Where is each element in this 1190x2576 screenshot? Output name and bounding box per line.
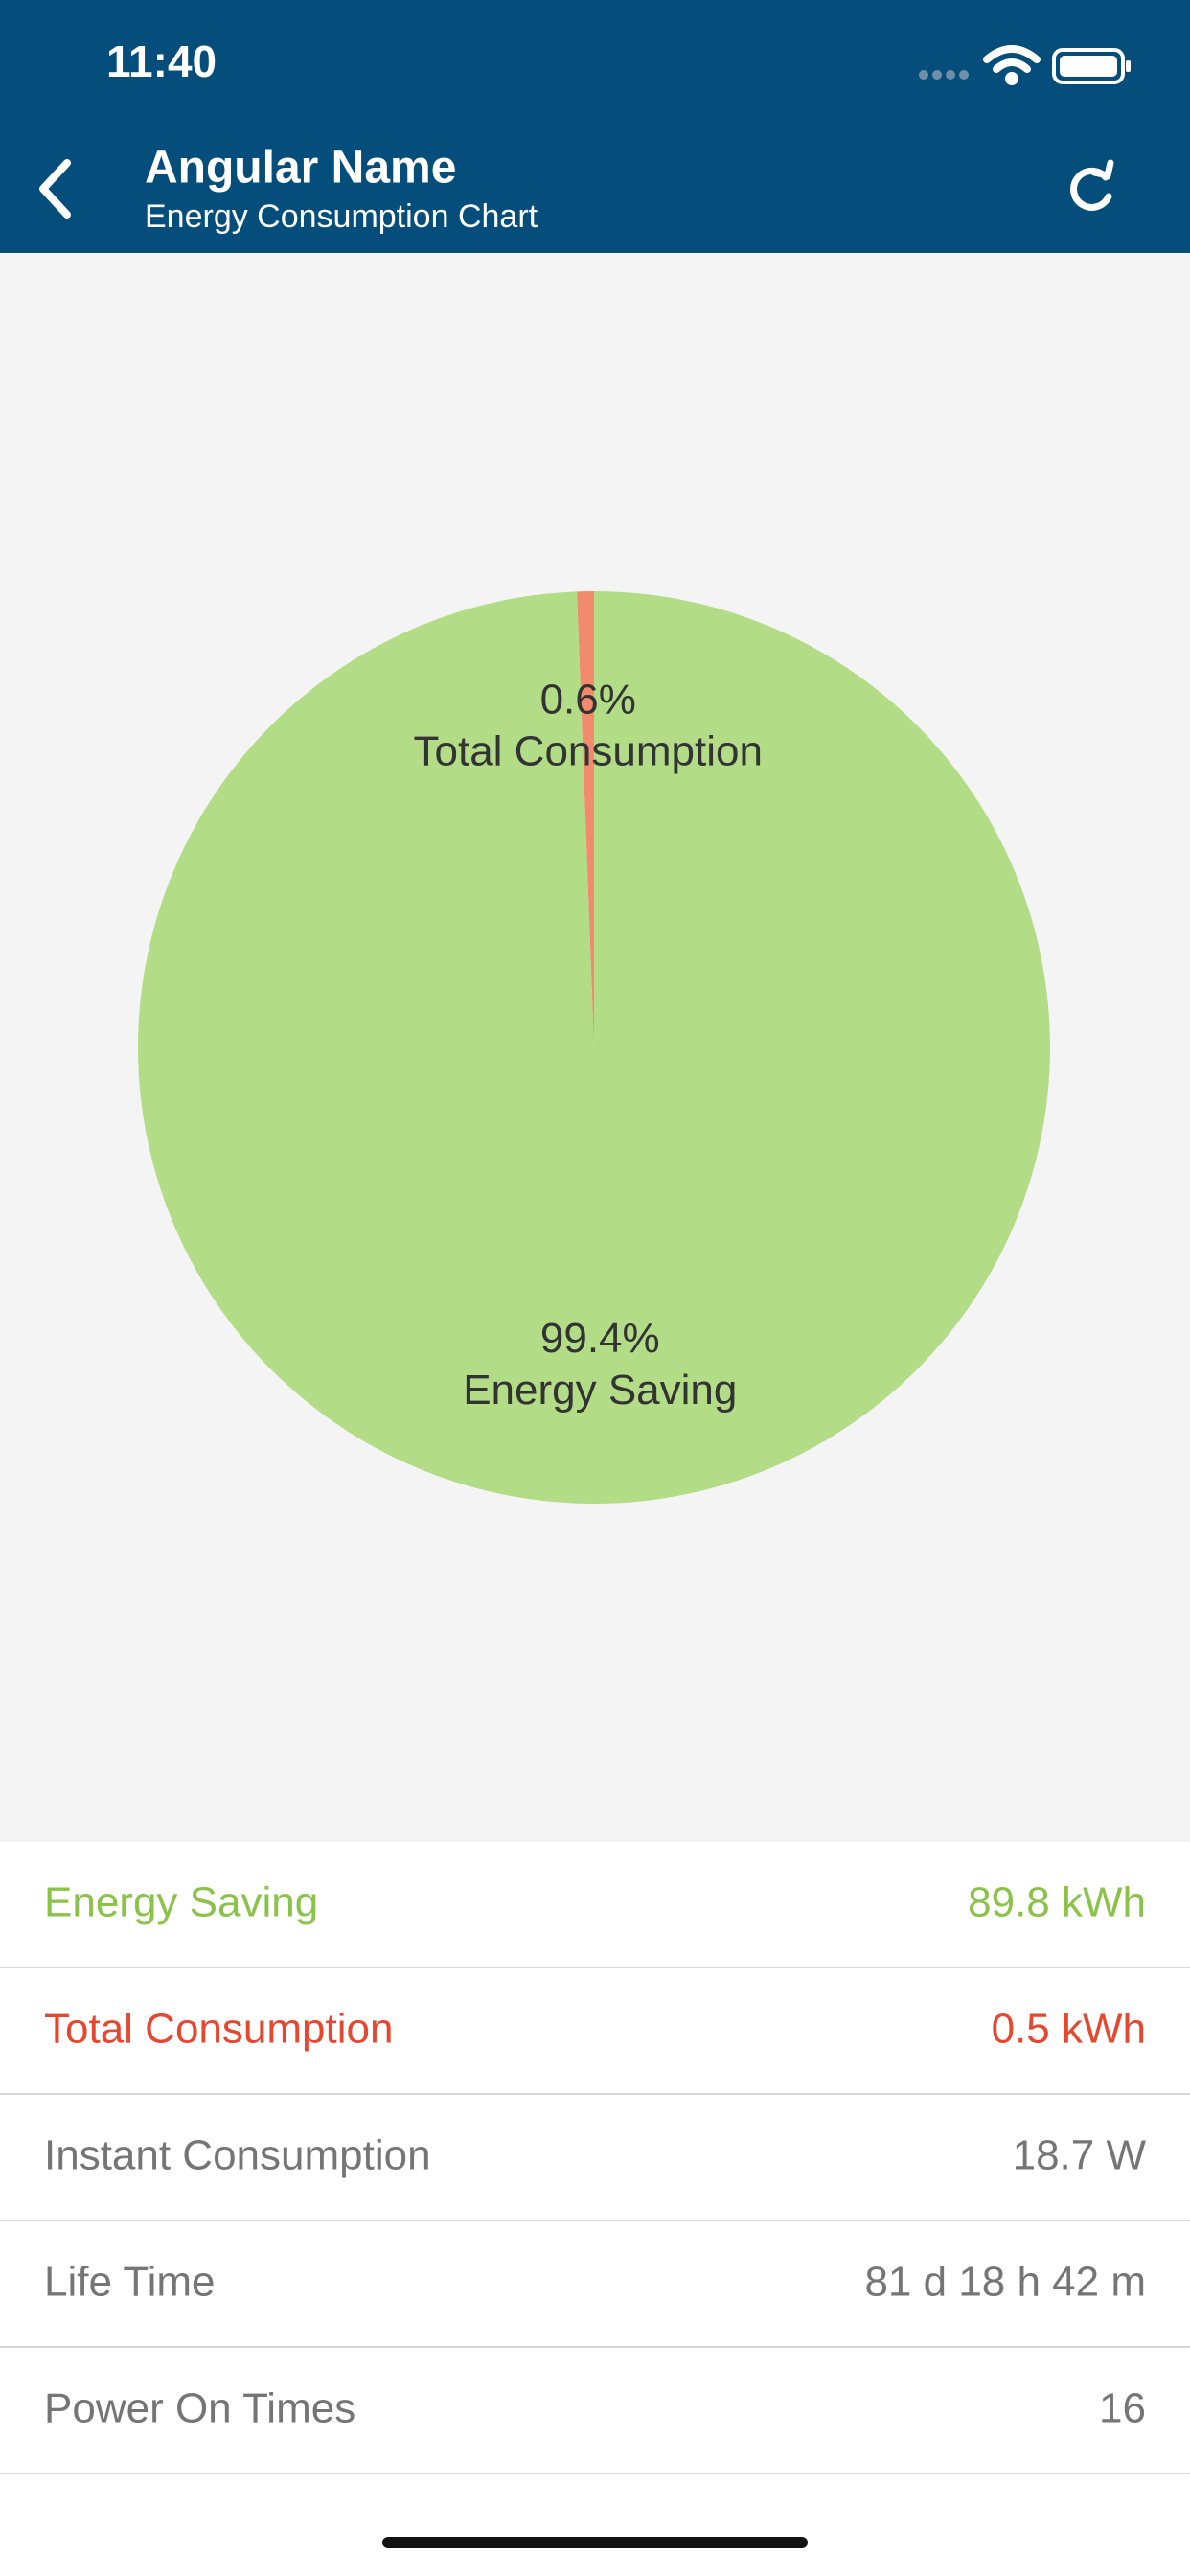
slice-label: Total Consumption (414, 727, 763, 774)
row-value: 89.8 kWh (968, 1879, 1146, 1926)
row-label: Total Consumption (44, 2006, 393, 2053)
row-label: Power On Times (44, 2385, 355, 2432)
status-time: 11:40 (106, 36, 217, 86)
app-bar (0, 0, 1190, 253)
row-value: 81 d 18 h 42 m (864, 2259, 1146, 2306)
row-value: 16 (1099, 2385, 1146, 2432)
slice-label: Energy Saving (463, 1367, 737, 1414)
slice-percent: 0.6% (540, 676, 636, 723)
header-title: Angular Name (145, 143, 456, 194)
slice-percent: 99.4% (540, 1315, 660, 1362)
refresh-button[interactable] (1070, 159, 1114, 211)
list-row (0, 1842, 1190, 1968)
battery-icon (1052, 48, 1131, 84)
home-indicator (382, 2537, 808, 2548)
row-value: 18.7 W (1013, 2132, 1147, 2179)
info-list: Energy Saving 89.8 kWh Total Consumption 0.… (0, 1842, 1190, 2474)
list-row (0, 2348, 1190, 2474)
list-row (0, 1968, 1190, 2095)
header-subtitle: Energy Consumption Chart (145, 198, 538, 235)
pie-slice (137, 591, 1050, 1504)
row-label: Instant Consumption (44, 2132, 431, 2179)
pie-slice (577, 591, 594, 1047)
signal-icon (919, 70, 969, 80)
wifi-icon (983, 45, 1041, 85)
pie-chart: 0.6%Total Consumption 99.4% Energy Saving (137, 591, 1050, 1504)
back-button[interactable] (39, 159, 71, 218)
list-row (0, 2095, 1190, 2221)
list-row (0, 2221, 1190, 2348)
row-value: 0.5 kWh (992, 2006, 1146, 2053)
row-label: Energy Saving (44, 1879, 318, 1926)
row-label: Life Time (44, 2259, 216, 2306)
